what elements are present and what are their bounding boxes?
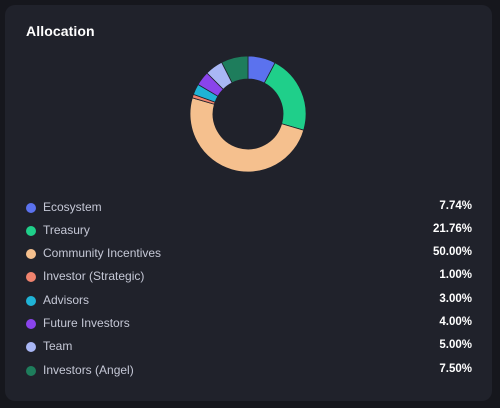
legend-label: Ecosystem [43, 200, 102, 214]
legend-color-dot [26, 366, 36, 376]
legend-color-dot [26, 249, 36, 259]
legend-color-dot [26, 296, 36, 306]
allocation-card: Allocation Ecosystem 7.74% Treasury 21.7… [5, 5, 492, 401]
legend-value: 1.00% [439, 269, 472, 281]
donut-slice-community-incentives [189, 97, 305, 173]
legend-color-dot [26, 342, 36, 352]
legend-label: Treasury [43, 223, 90, 237]
legend-item: Future Investors 4.00% [5, 314, 492, 334]
legend-value: 5.00% [439, 339, 472, 351]
legend-label: Future Investors [43, 316, 130, 330]
legend-label: Advisors [43, 293, 90, 307]
legend-value: 7.74% [439, 200, 472, 212]
allocation-legend: Ecosystem 7.74% Treasury 21.76% Communit… [5, 5, 492, 401]
legend-label: Investors (Angel) [43, 363, 134, 377]
donut-slice-investors-angel [221, 55, 249, 84]
legend-value: 7.50% [439, 363, 472, 375]
legend-label: Team [43, 339, 73, 353]
card-title: Allocation [26, 23, 95, 39]
legend-item: Advisors 3.00% [5, 291, 492, 311]
legend-color-dot [26, 272, 36, 282]
legend-item: Investor (Strategic) 1.00% [5, 267, 492, 287]
allocation-donut-chart [189, 55, 307, 173]
legend-item: Community Incentives 50.00% [5, 244, 492, 264]
legend-value: 21.76% [432, 223, 472, 235]
legend-color-dot [26, 319, 36, 329]
legend-value: 3.00% [439, 293, 472, 305]
legend-color-dot [26, 203, 36, 213]
legend-label: Community Incentives [43, 246, 162, 260]
legend-color-dot [26, 226, 36, 236]
legend-value: 4.00% [439, 316, 472, 328]
legend-label: Investor (Strategic) [43, 269, 145, 283]
legend-value: 50.00% [432, 246, 472, 258]
legend-item: Team 5.00% [5, 337, 492, 357]
legend-item: Investors (Angel) 7.50% [5, 361, 492, 381]
legend-item: Treasury 21.76% [5, 221, 492, 241]
legend-item: Ecosystem 7.74% [5, 198, 492, 218]
